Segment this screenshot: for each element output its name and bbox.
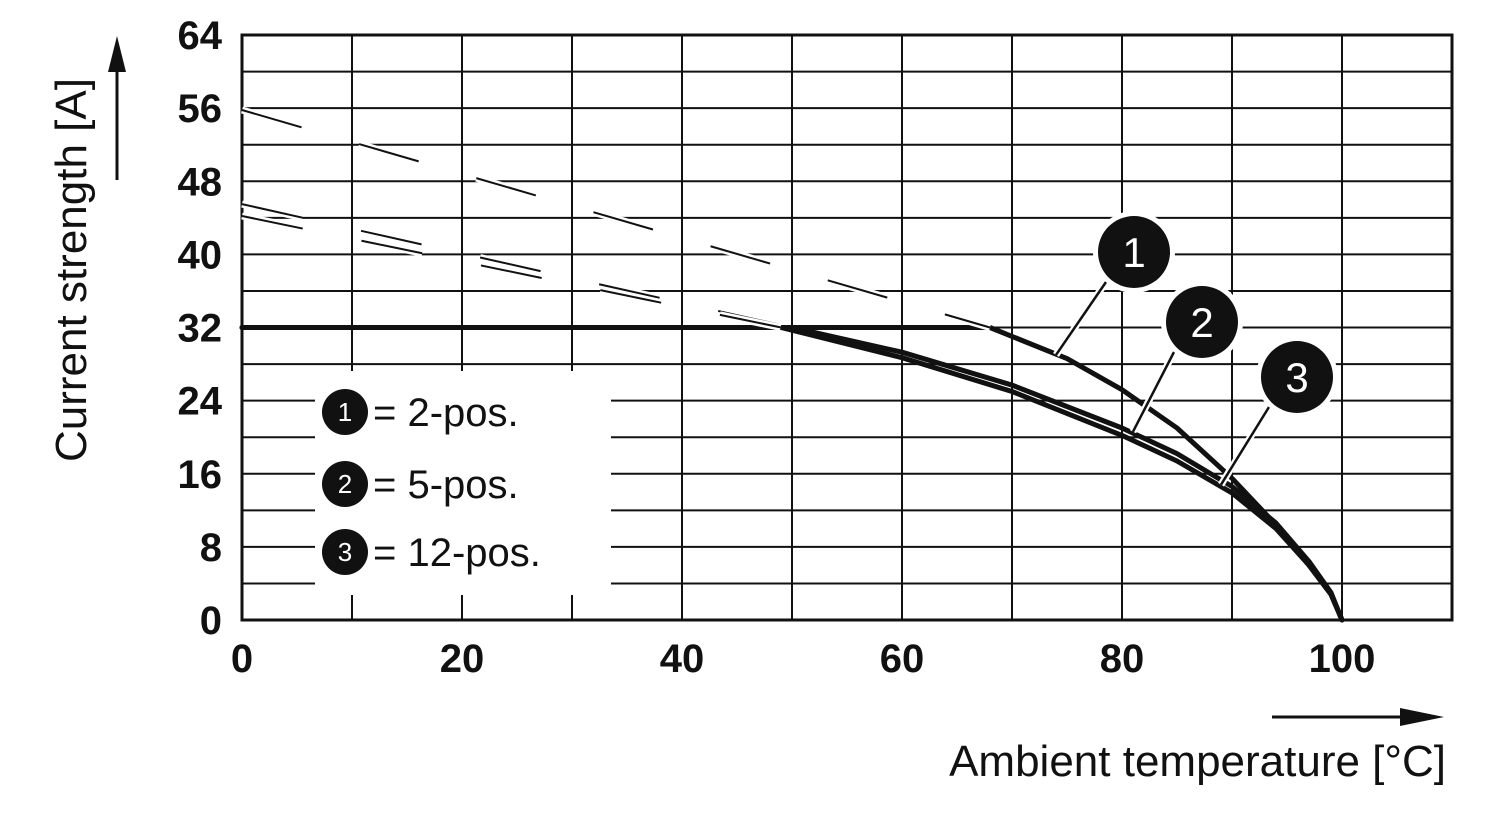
legend-label: = 12-pos. (373, 531, 541, 575)
y-tick-label: 16 (178, 453, 223, 497)
x-tick-label: 20 (440, 637, 485, 681)
legend: 1 = 2-pos. 2 = 5-pos. 3 = 12-pos. (315, 371, 611, 595)
series-line-dashed (242, 204, 792, 327)
legend-label: = 2-pos. (373, 391, 519, 435)
y-axis-arrow-head (108, 36, 126, 72)
callout-badge-label: 3 (1285, 354, 1308, 401)
x-tick-label: 100 (1309, 637, 1376, 681)
y-tick-label: 48 (178, 160, 223, 204)
y-tick-label: 56 (178, 87, 223, 131)
x-tick-label: 40 (660, 637, 705, 681)
y-tick-label: 40 (178, 233, 223, 277)
y-tick-label: 32 (178, 307, 223, 351)
y-tick-label: 8 (200, 526, 222, 570)
x-tick-label: 80 (1100, 637, 1145, 681)
y-tick-label: 24 (178, 380, 223, 424)
legend-label: = 5-pos. (373, 463, 519, 507)
legend-badge-label: 2 (338, 469, 352, 499)
callout-badge-label: 2 (1190, 299, 1213, 346)
y-tick-label: 0 (200, 599, 222, 643)
x-axis-arrow-head (1400, 708, 1444, 726)
series-line-dashed (242, 216, 781, 328)
callout-leader (1056, 282, 1106, 355)
callout-badge-label: 1 (1122, 229, 1145, 276)
x-tick-label: 0 (231, 637, 253, 681)
y-tick-label: 64 (178, 14, 223, 58)
x-tick-label: 60 (880, 637, 925, 681)
legend-badge-label: 3 (338, 537, 352, 567)
legend-badge-label: 1 (338, 397, 352, 427)
y-axis-title: Current strength [A] (47, 78, 96, 462)
x-axis-title: Ambient temperature [°C] (949, 737, 1446, 786)
